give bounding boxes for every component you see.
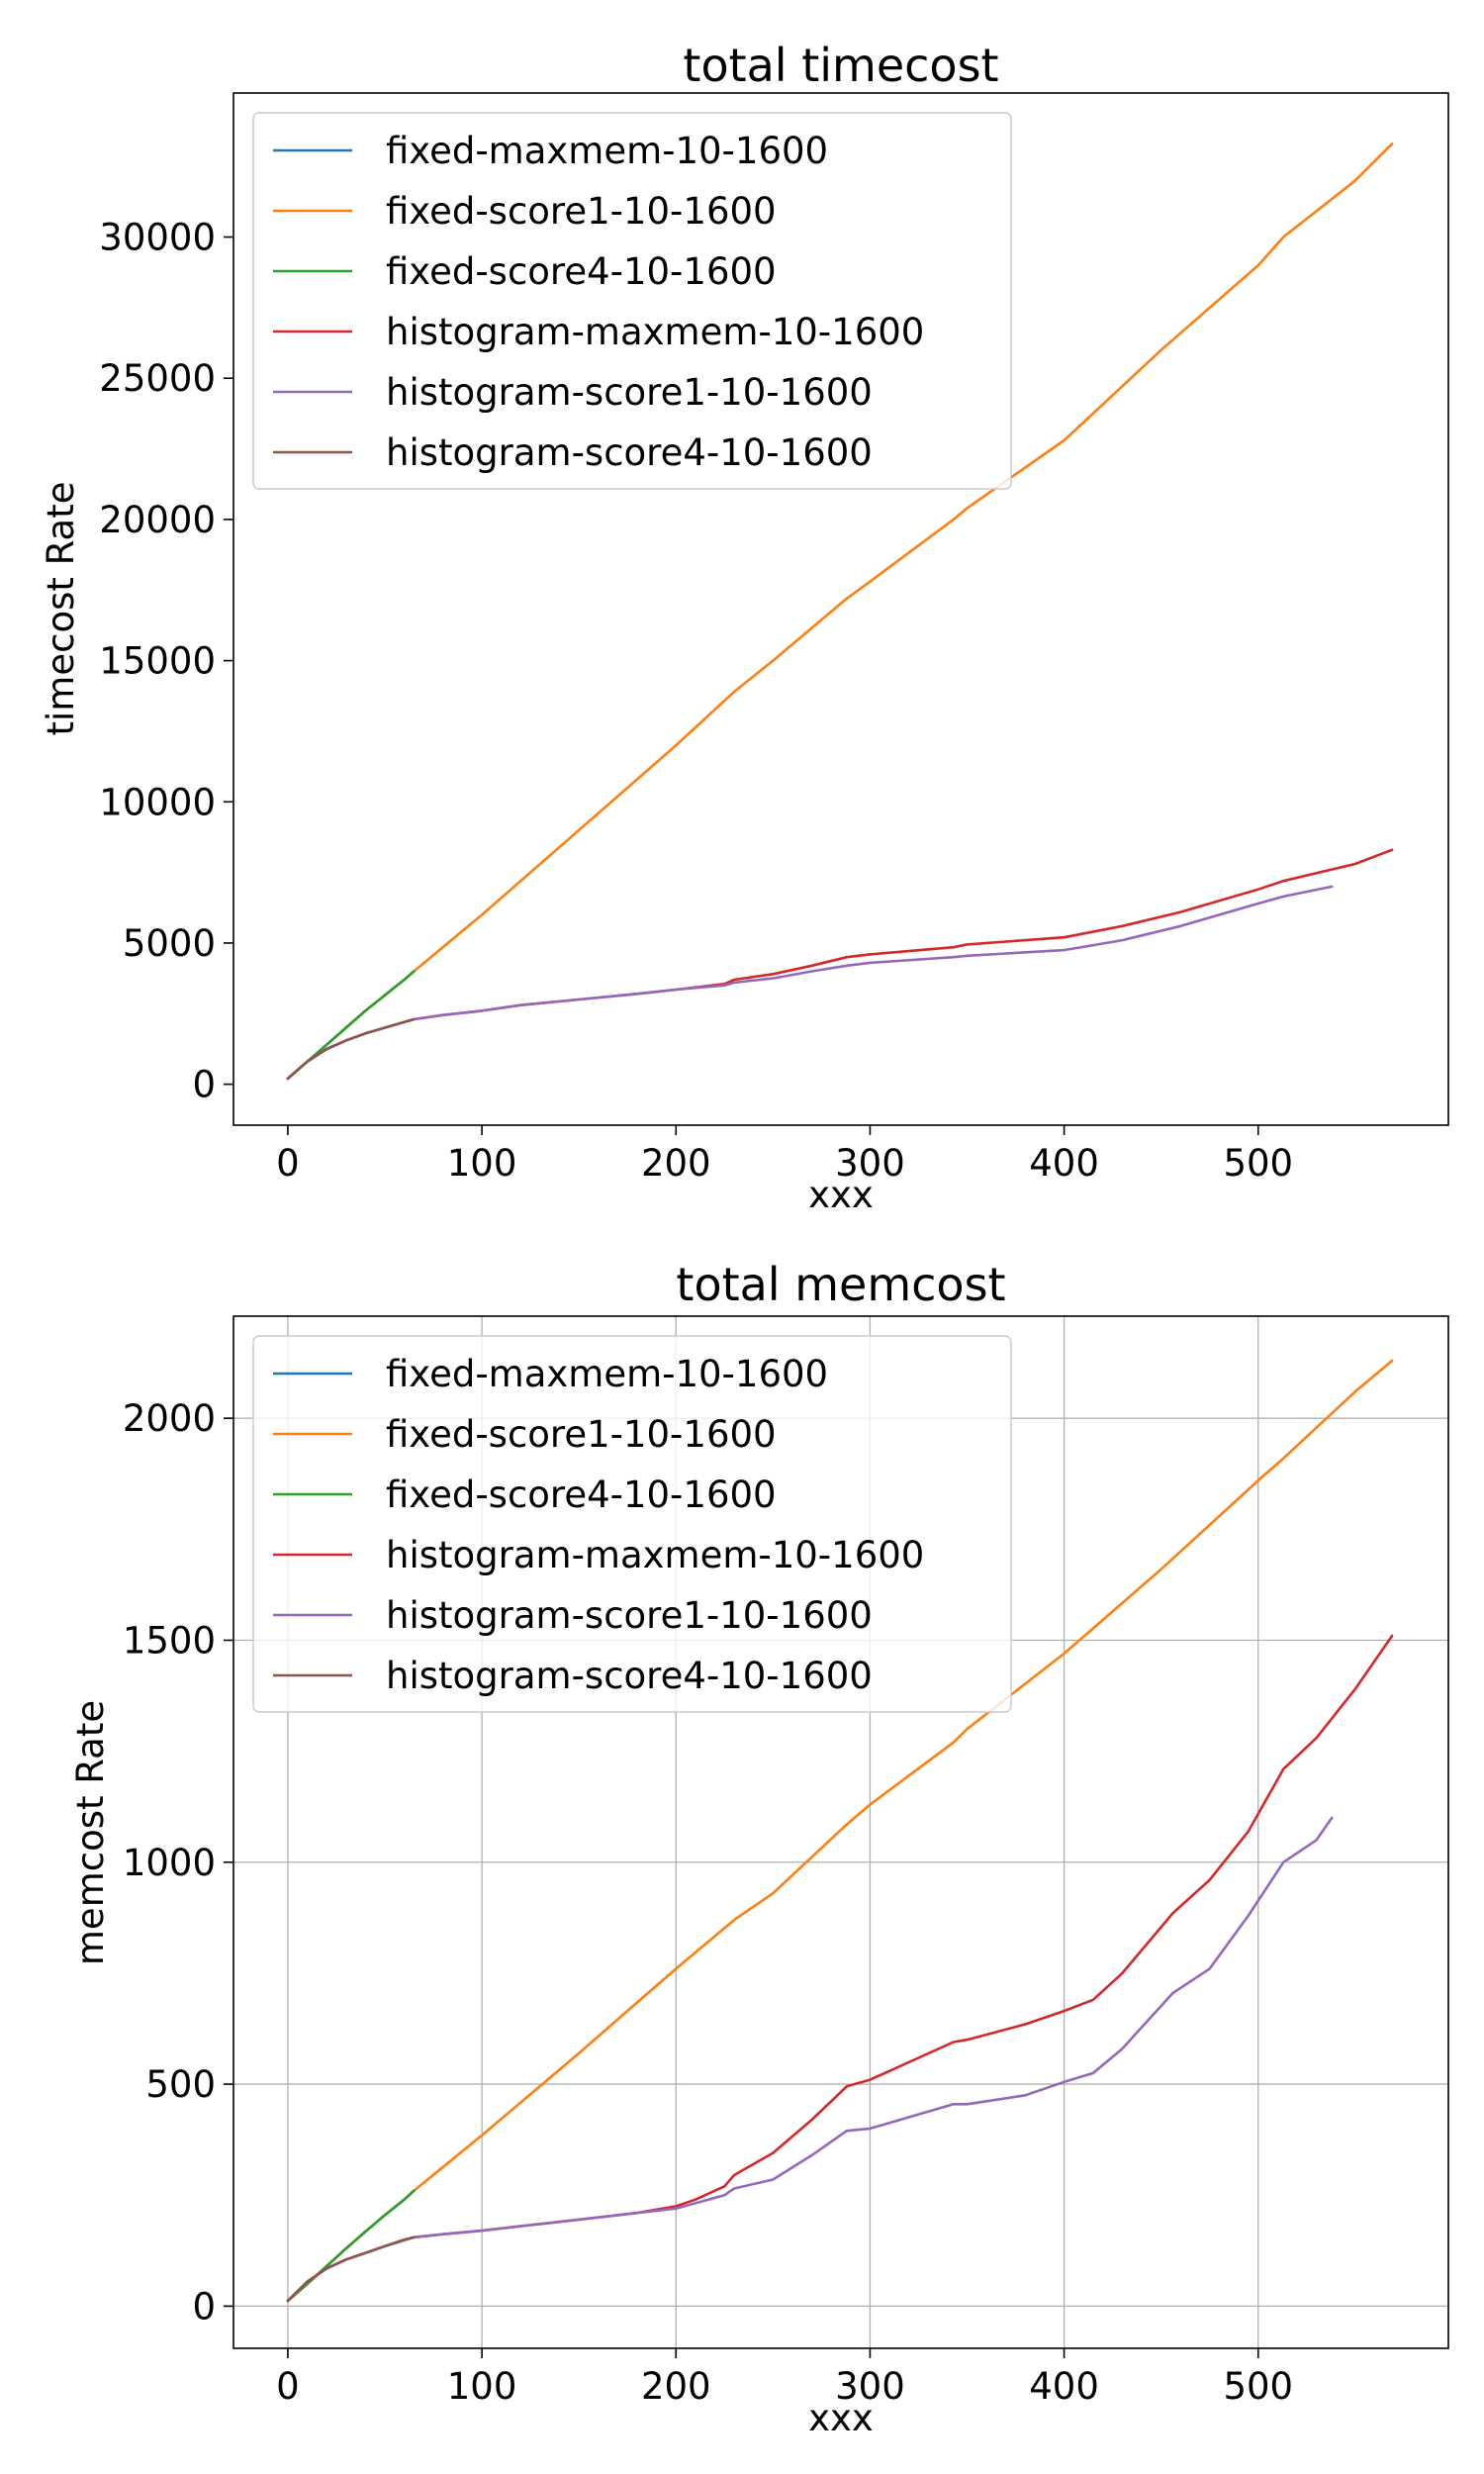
x-tick-label: 0 xyxy=(276,2365,300,2408)
plot-frame xyxy=(232,1315,1449,2349)
x-tick-label: 100 xyxy=(447,1142,517,1185)
legend-label: fixed-maxmem-10-1600 xyxy=(386,1353,828,1395)
legend-label: fixed-score1-10-1600 xyxy=(386,1413,777,1456)
chart-title: total memcost xyxy=(676,1258,1005,1311)
y-tick-label: 5000 xyxy=(123,922,216,965)
legend-label: histogram-score1-10-1600 xyxy=(386,371,873,414)
y-tick-label: 2000 xyxy=(123,1397,216,1440)
x-tick-label: 500 xyxy=(1223,2365,1293,2408)
chart-title: total timecost xyxy=(683,39,998,92)
legend-label: fixed-score4-10-1600 xyxy=(386,250,777,293)
legend-frame xyxy=(252,112,1012,490)
legend-label: histogram-score4-10-1600 xyxy=(386,431,873,474)
x-tick-label: 400 xyxy=(1029,2365,1099,2408)
legend-label: fixed-score1-10-1600 xyxy=(386,190,777,233)
series-line xyxy=(286,1816,1334,2303)
series-lines xyxy=(286,1359,1394,2303)
y-tick-label: 1500 xyxy=(123,1619,216,1662)
x-axis-label: xxx xyxy=(808,1174,874,1216)
series-line xyxy=(286,848,1394,1081)
y-tick-label: 1000 xyxy=(123,1842,216,1884)
legend-label: histogram-score1-10-1600 xyxy=(386,1594,873,1637)
x-axis-ticks: 0 100 200 300 400 500 xyxy=(276,2348,1293,2408)
series-line xyxy=(286,1017,416,1081)
x-tick-label: 200 xyxy=(641,1142,711,1185)
legend-label: fixed-maxmem-10-1600 xyxy=(386,130,828,172)
x-tick-label: 100 xyxy=(447,2365,517,2408)
legend-label: histogram-score4-10-1600 xyxy=(386,1655,873,1697)
legend-label: histogram-maxmem-10-1600 xyxy=(386,311,924,353)
plot-frame xyxy=(232,92,1449,1126)
series-line xyxy=(286,2236,416,2303)
legend-label: histogram-maxmem-10-1600 xyxy=(386,1534,924,1576)
x-axis-label: xxx xyxy=(808,2397,874,2439)
timecost-chart: total timecost 0 100 200 300 400 500 0 5000 100… xyxy=(40,39,1449,1216)
series-lines xyxy=(286,143,1394,1081)
series-line xyxy=(286,885,1334,1081)
x-tick-label: 500 xyxy=(1223,1142,1293,1185)
series-line xyxy=(286,2189,416,2303)
y-tick-label: 15000 xyxy=(99,640,216,683)
x-tick-label: 0 xyxy=(276,1142,300,1185)
y-axis-label: timecost Rate xyxy=(40,482,82,736)
y-tick-label: 0 xyxy=(192,1064,216,1106)
legend: fixed-maxmem-10-1600 fixed-score1-10-1600… xyxy=(252,112,1012,490)
y-axis-ticks: 0 5000 10000 15000 20000 25000 30000 xyxy=(99,217,233,1106)
series-line xyxy=(286,1634,1394,2303)
y-tick-label: 20000 xyxy=(99,499,216,541)
x-tick-label: 300 xyxy=(835,1142,905,1185)
y-axis-ticks: 0 500 1000 1500 2000 xyxy=(123,1397,233,2328)
x-tick-label: 200 xyxy=(641,2365,711,2408)
y-tick-label: 25000 xyxy=(99,357,216,400)
x-tick-label: 400 xyxy=(1029,1142,1099,1185)
y-tick-label: 500 xyxy=(145,2063,216,2106)
legend-frame xyxy=(252,1335,1012,1713)
y-tick-label: 30000 xyxy=(99,217,216,259)
legend: fixed-maxmem-10-1600 fixed-score1-10-1600… xyxy=(252,1335,1012,1713)
x-axis-ticks: 0 100 200 300 400 500 xyxy=(276,1125,1293,1185)
memcost-chart: total memcost 0 100 200 300 400 500 0 500 1000 1… xyxy=(69,1258,1449,2439)
legend-label: fixed-score4-10-1600 xyxy=(386,1474,777,1516)
x-tick-label: 300 xyxy=(835,2365,905,2408)
y-tick-label: 0 xyxy=(192,2285,216,2328)
y-tick-label: 10000 xyxy=(99,781,216,823)
y-axis-label: memcost Rate xyxy=(69,1700,112,1965)
